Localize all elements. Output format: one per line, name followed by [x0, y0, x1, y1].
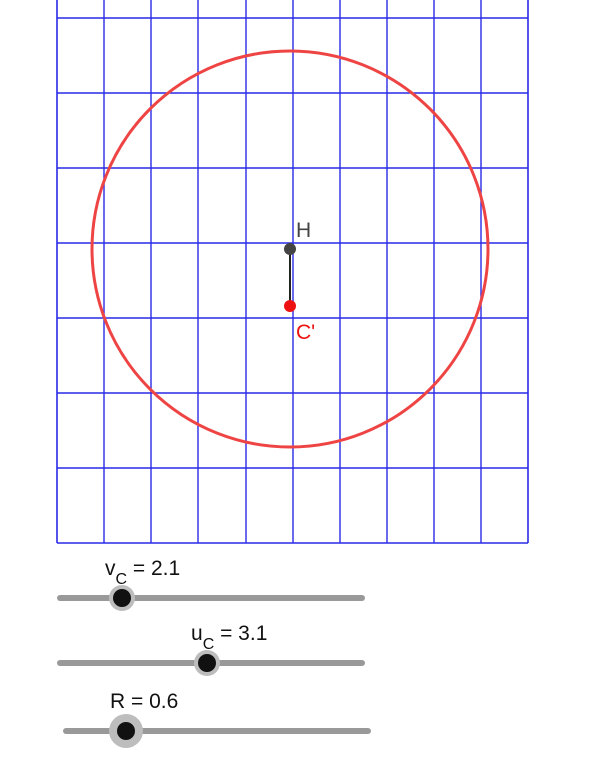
slider-r[interactable]: R = 0.6	[63, 690, 371, 748]
point-c-prime-label: C'	[296, 321, 315, 344]
slider-u-c-knob[interactable]	[198, 654, 216, 672]
slider-u-c[interactable]: uC = 3.1	[57, 622, 365, 676]
point-h[interactable]	[284, 243, 296, 255]
slider-r-knob[interactable]	[117, 722, 135, 740]
point-h-label: H	[296, 219, 311, 242]
slider-v-c-knob[interactable]	[113, 589, 131, 607]
slider-v-c-label: vC = 2.1	[105, 557, 180, 588]
red-circle[interactable]	[90, 49, 490, 449]
slider-v-c[interactable]: vC = 2.1	[57, 557, 365, 611]
point-c-prime[interactable]	[284, 300, 296, 312]
slider-r-label: R = 0.6	[110, 690, 178, 713]
slider-u-c-label: uC = 3.1	[191, 622, 267, 653]
coordinate-grid	[56, 0, 529, 544]
